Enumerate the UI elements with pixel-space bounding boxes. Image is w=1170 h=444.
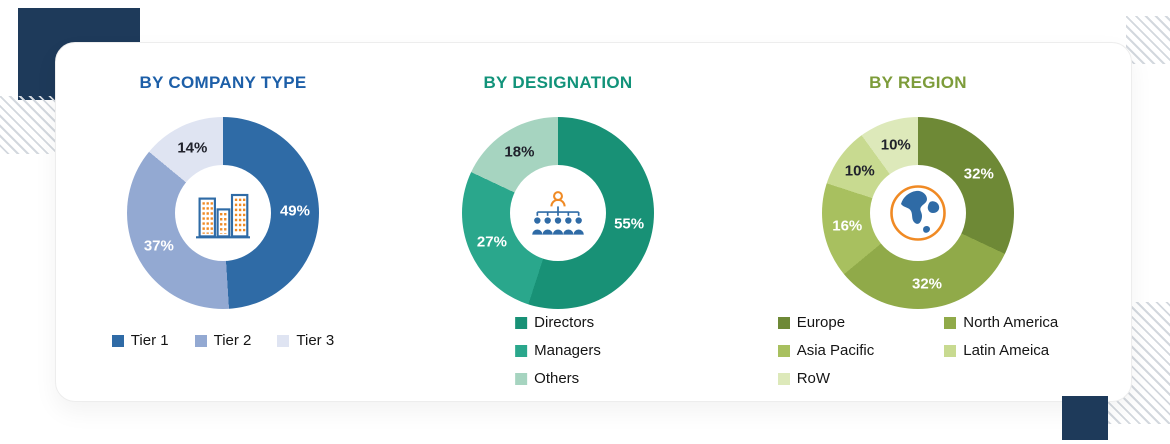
- globe-icon: [822, 117, 1014, 309]
- decor-navy-block-bottom-right: [1062, 396, 1108, 440]
- slice-value-label: 18%: [504, 143, 535, 161]
- legend-swatch: [515, 373, 528, 385]
- chart-legend: Europe Asia Pacific RoW North America Latin …: [748, 313, 1088, 389]
- legend-swatch: [515, 317, 528, 329]
- legend-label: Asia Pacific: [796, 342, 875, 359]
- legend-swatch: [944, 317, 957, 329]
- legend-swatch: [111, 335, 124, 347]
- chart-legend: Tier 1 Tier 2 Tier 3: [53, 331, 393, 351]
- slice-value-label: 14%: [177, 139, 208, 157]
- slice-value-label: 32%: [963, 165, 994, 183]
- legend-swatch: [777, 373, 790, 385]
- legend-label: Tier 1: [130, 332, 169, 349]
- legend-swatch: [194, 335, 207, 347]
- legend-column: Europe Asia Pacific RoW: [777, 313, 875, 389]
- slice-value-label: 32%: [912, 275, 943, 293]
- legend-item: Asia Pacific: [777, 341, 875, 361]
- chart-block-1: BY COMPANY TYPE 49% 37% 14% Tier 1 Tier 2 Ti…: [53, 71, 393, 397]
- legend-item: Others: [515, 369, 601, 389]
- legend-item: Tier 3: [277, 331, 334, 351]
- slice-value-label: 27%: [476, 233, 507, 251]
- legend-swatch: [515, 345, 528, 357]
- legend-label: Tier 3: [296, 332, 335, 349]
- legend-item: Managers: [515, 341, 601, 361]
- legend-label: North America: [963, 314, 1059, 331]
- legend-item: Europe: [777, 313, 875, 333]
- legend-swatch: [277, 335, 290, 347]
- chart-legend: Directors Managers Others: [515, 313, 601, 389]
- legend-label: Latin Ameica: [963, 342, 1050, 359]
- slice-value-label: 55%: [614, 215, 645, 233]
- decor-hatch-top-right: [1126, 16, 1170, 64]
- legend-item: North America: [944, 313, 1058, 333]
- legend-item: Latin Ameica: [944, 341, 1058, 361]
- legend-label: RoW: [796, 370, 831, 387]
- legend-label: Tier 2: [213, 332, 252, 349]
- slice-value-label: 37%: [143, 237, 174, 255]
- survey-breakdown-card: BY COMPANY TYPE 49% 37% 14% Tier 1 Tier 2 Ti…: [55, 42, 1132, 402]
- org-chart-icon: [462, 117, 654, 309]
- legend-item: RoW: [777, 369, 875, 389]
- donut-chart: 49% 37% 14%: [127, 117, 319, 309]
- legend-label: Directors: [534, 314, 595, 331]
- slice-value-label: 10%: [844, 162, 875, 180]
- legend-label: Managers: [534, 342, 601, 359]
- donut-chart: 55% 27% 18%: [462, 117, 654, 309]
- legend-swatch: [777, 317, 790, 329]
- slice-value-label: 16%: [832, 217, 863, 235]
- decor-hatch-top-left: [0, 96, 62, 154]
- donut-chart: 32% 32% 16% 10% 10%: [822, 117, 1014, 309]
- legend-label: Others: [534, 370, 580, 387]
- legend-item: Tier 1: [111, 331, 169, 351]
- chart-block-3: BY REGION 32% 32% 16% 10% 10% Europe Asia Pac…: [748, 71, 1088, 397]
- legend-swatch: [944, 345, 957, 357]
- buildings-icon: [127, 117, 319, 309]
- legend-item: Directors: [515, 313, 601, 333]
- legend-label: Europe: [796, 314, 846, 331]
- chart-block-2: BY DESIGNATION 55% 27% 18% Directors Manage…: [388, 71, 728, 397]
- legend-column: North America Latin Ameica: [944, 313, 1058, 389]
- slice-value-label: 49%: [279, 202, 310, 220]
- legend-item: Tier 2: [194, 331, 252, 351]
- chart-title: BY COMPANY TYPE: [139, 73, 307, 92]
- chart-title: BY REGION: [869, 73, 967, 92]
- chart-title: BY DESIGNATION: [483, 73, 633, 92]
- legend-swatch: [777, 345, 790, 357]
- slice-value-label: 10%: [880, 136, 911, 154]
